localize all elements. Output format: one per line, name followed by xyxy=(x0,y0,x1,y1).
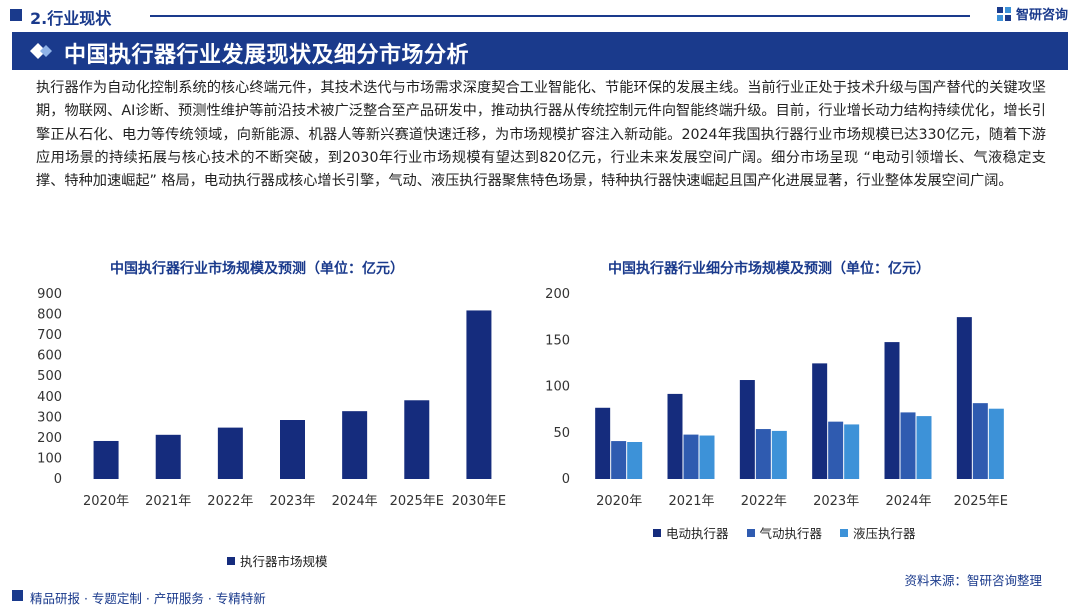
chart1-legend-item: 执行器市场规模 xyxy=(227,551,328,570)
chart2-ytick-label: 0 xyxy=(562,472,570,487)
chart2-legend-item: 液压执行器 xyxy=(840,523,916,542)
source-note: 资料来源：智研咨询整理 xyxy=(904,573,1042,588)
chart2-title: 中国执行器行业细分市场规模及预测（单位：亿元） xyxy=(608,261,930,277)
chart1-xtick-label: 2024年 xyxy=(332,494,378,509)
chart1-title: 中国执行器行业市场规模及预测（单位：亿元） xyxy=(110,261,404,277)
chart2-bar-电动执行器-2021年 xyxy=(667,393,683,479)
chart2-bar-电动执行器-2023年 xyxy=(812,363,828,479)
chart1-bar-执行器市场规模-2020年 xyxy=(93,440,119,479)
header-divider xyxy=(150,15,970,17)
chart2-bar-电动执行器-2022年 xyxy=(739,380,755,479)
chart1-ytick-label: 900 xyxy=(37,287,62,302)
chart1-ytick-label: 400 xyxy=(37,390,62,405)
footer: 精品研报 · 专题定制 · 产研服务 · 专精特新 xyxy=(0,585,1080,607)
chart2-bar-电动执行器-2025年E xyxy=(956,317,972,479)
chart2-legend-swatch xyxy=(653,528,661,537)
chart2-legend-label: 液压执行器 xyxy=(853,526,916,541)
chart1-xtick-label: 2023年 xyxy=(269,494,315,509)
chart2-bar-液压执行器-2022年 xyxy=(771,430,787,479)
chart2-bar-液压执行器-2023年 xyxy=(844,424,860,479)
chart1-ytick-label: 300 xyxy=(37,410,62,425)
chart2-xtick-label: 2024年 xyxy=(885,494,931,509)
chart2-legend-item: 电动执行器 xyxy=(653,523,729,542)
chart2-bar-气动执行器-2022年 xyxy=(755,429,771,479)
brand-logo: 智研咨询 xyxy=(996,4,1068,23)
chart2-xtick-label: 2021年 xyxy=(668,494,714,509)
chart1-bar-执行器市场规模-2023年 xyxy=(280,420,305,479)
chart2-legend-label: 电动执行器 xyxy=(666,526,729,541)
chart1-xtick-label: 2020年 xyxy=(83,494,129,509)
chart2-legend-label: 气动执行器 xyxy=(759,526,823,541)
chart1-ytick-label: 0 xyxy=(54,472,62,487)
section-title: 2.行业现状 xyxy=(30,9,112,28)
diamond-icon xyxy=(30,43,52,59)
chart2-bar-电动执行器-2020年 xyxy=(595,407,611,479)
chart2-legend: 电动执行器 气动执行器 液压执行器 xyxy=(653,523,916,542)
chart1-xtick-label: 2022年 xyxy=(207,494,253,509)
chart1-ytick-label: 200 xyxy=(37,431,62,446)
chart1-xtick-label: 2025年E xyxy=(390,494,444,509)
chart1-bar-执行器市场规模-2024年 xyxy=(342,411,368,479)
chart2-bar-气动执行器-2025年E xyxy=(972,403,988,479)
chart2-bar-气动执行器-2023年 xyxy=(828,421,844,479)
chart2-xtick-label: 2022年 xyxy=(741,494,787,509)
chart2-xtick-label: 2020年 xyxy=(596,494,642,509)
chart2-ytick-label: 150 xyxy=(545,333,570,348)
chart1-ytick-label: 800 xyxy=(37,308,62,323)
chart1-bar-执行器市场规模-2030年E xyxy=(466,310,492,479)
intro-paragraph: 执行器作为自动化控制系统的核心终端元件，其技术迭代与市场需求深度契合工业智能化、… xyxy=(36,80,1046,190)
chart1-ytick-label: 600 xyxy=(37,349,62,364)
chart1-ytick-label: 100 xyxy=(37,451,62,466)
chart2-legend-swatch xyxy=(840,528,849,537)
brand-logo-icon xyxy=(996,6,1011,21)
chart2-bar-气动执行器-2020年 xyxy=(611,441,627,479)
chart2-xtick-label: 2023年 xyxy=(813,494,859,509)
chart2-ytick-label: 200 xyxy=(545,287,570,302)
chart2-xtick-label: 2025年E xyxy=(954,494,1008,509)
chart1-xtick-label: 2021年 xyxy=(145,494,191,509)
chart2-bar-液压执行器-2025年E xyxy=(988,408,1004,479)
chart2-bar-气动执行器-2021年 xyxy=(683,434,699,479)
chart1-xtick-label: 2030年E xyxy=(452,494,506,509)
title-banner: 中国执行器行业发展现状及细分市场分析 xyxy=(12,32,1068,70)
chart2-bar-气动执行器-2024年 xyxy=(900,412,916,479)
footer-marker-icon xyxy=(12,590,23,601)
chart1-ytick-label: 700 xyxy=(37,328,62,343)
chart2-bar-液压执行器-2021年 xyxy=(699,435,715,479)
section-marker-icon xyxy=(10,9,22,21)
chart2-bar-液压执行器-2024年 xyxy=(916,416,932,479)
chart2-ytick-label: 50 xyxy=(553,426,570,441)
chart1-legend-swatch xyxy=(227,556,235,565)
chart1-bar-执行器市场规模-2025年E xyxy=(404,400,430,479)
chart2-legend-item: 气动执行器 xyxy=(746,523,823,542)
top-bar: 2.行业现状 智研咨询 xyxy=(0,0,1080,30)
footer-slogan: 精品研报 · 专题定制 · 产研服务 · 专精特新 xyxy=(30,591,266,606)
chart2-bar-液压执行器-2020年 xyxy=(627,442,643,479)
chart2-legend-swatch xyxy=(746,528,755,537)
brand-name: 智研咨询 xyxy=(1015,8,1068,23)
chart2-ytick-label: 100 xyxy=(545,380,570,395)
chart2-bar-电动执行器-2024年 xyxy=(884,342,900,479)
chart1-bar-执行器市场规模-2021年 xyxy=(155,434,181,479)
chart1-ytick-label: 500 xyxy=(37,369,62,384)
page-title: 中国执行器行业发展现状及细分市场分析 xyxy=(64,43,470,68)
chart1-legend-label: 执行器市场规模 xyxy=(240,554,328,569)
chart1-bar-执行器市场规模-2022年 xyxy=(217,427,243,479)
chart1-legend: 执行器市场规模 xyxy=(227,551,328,570)
